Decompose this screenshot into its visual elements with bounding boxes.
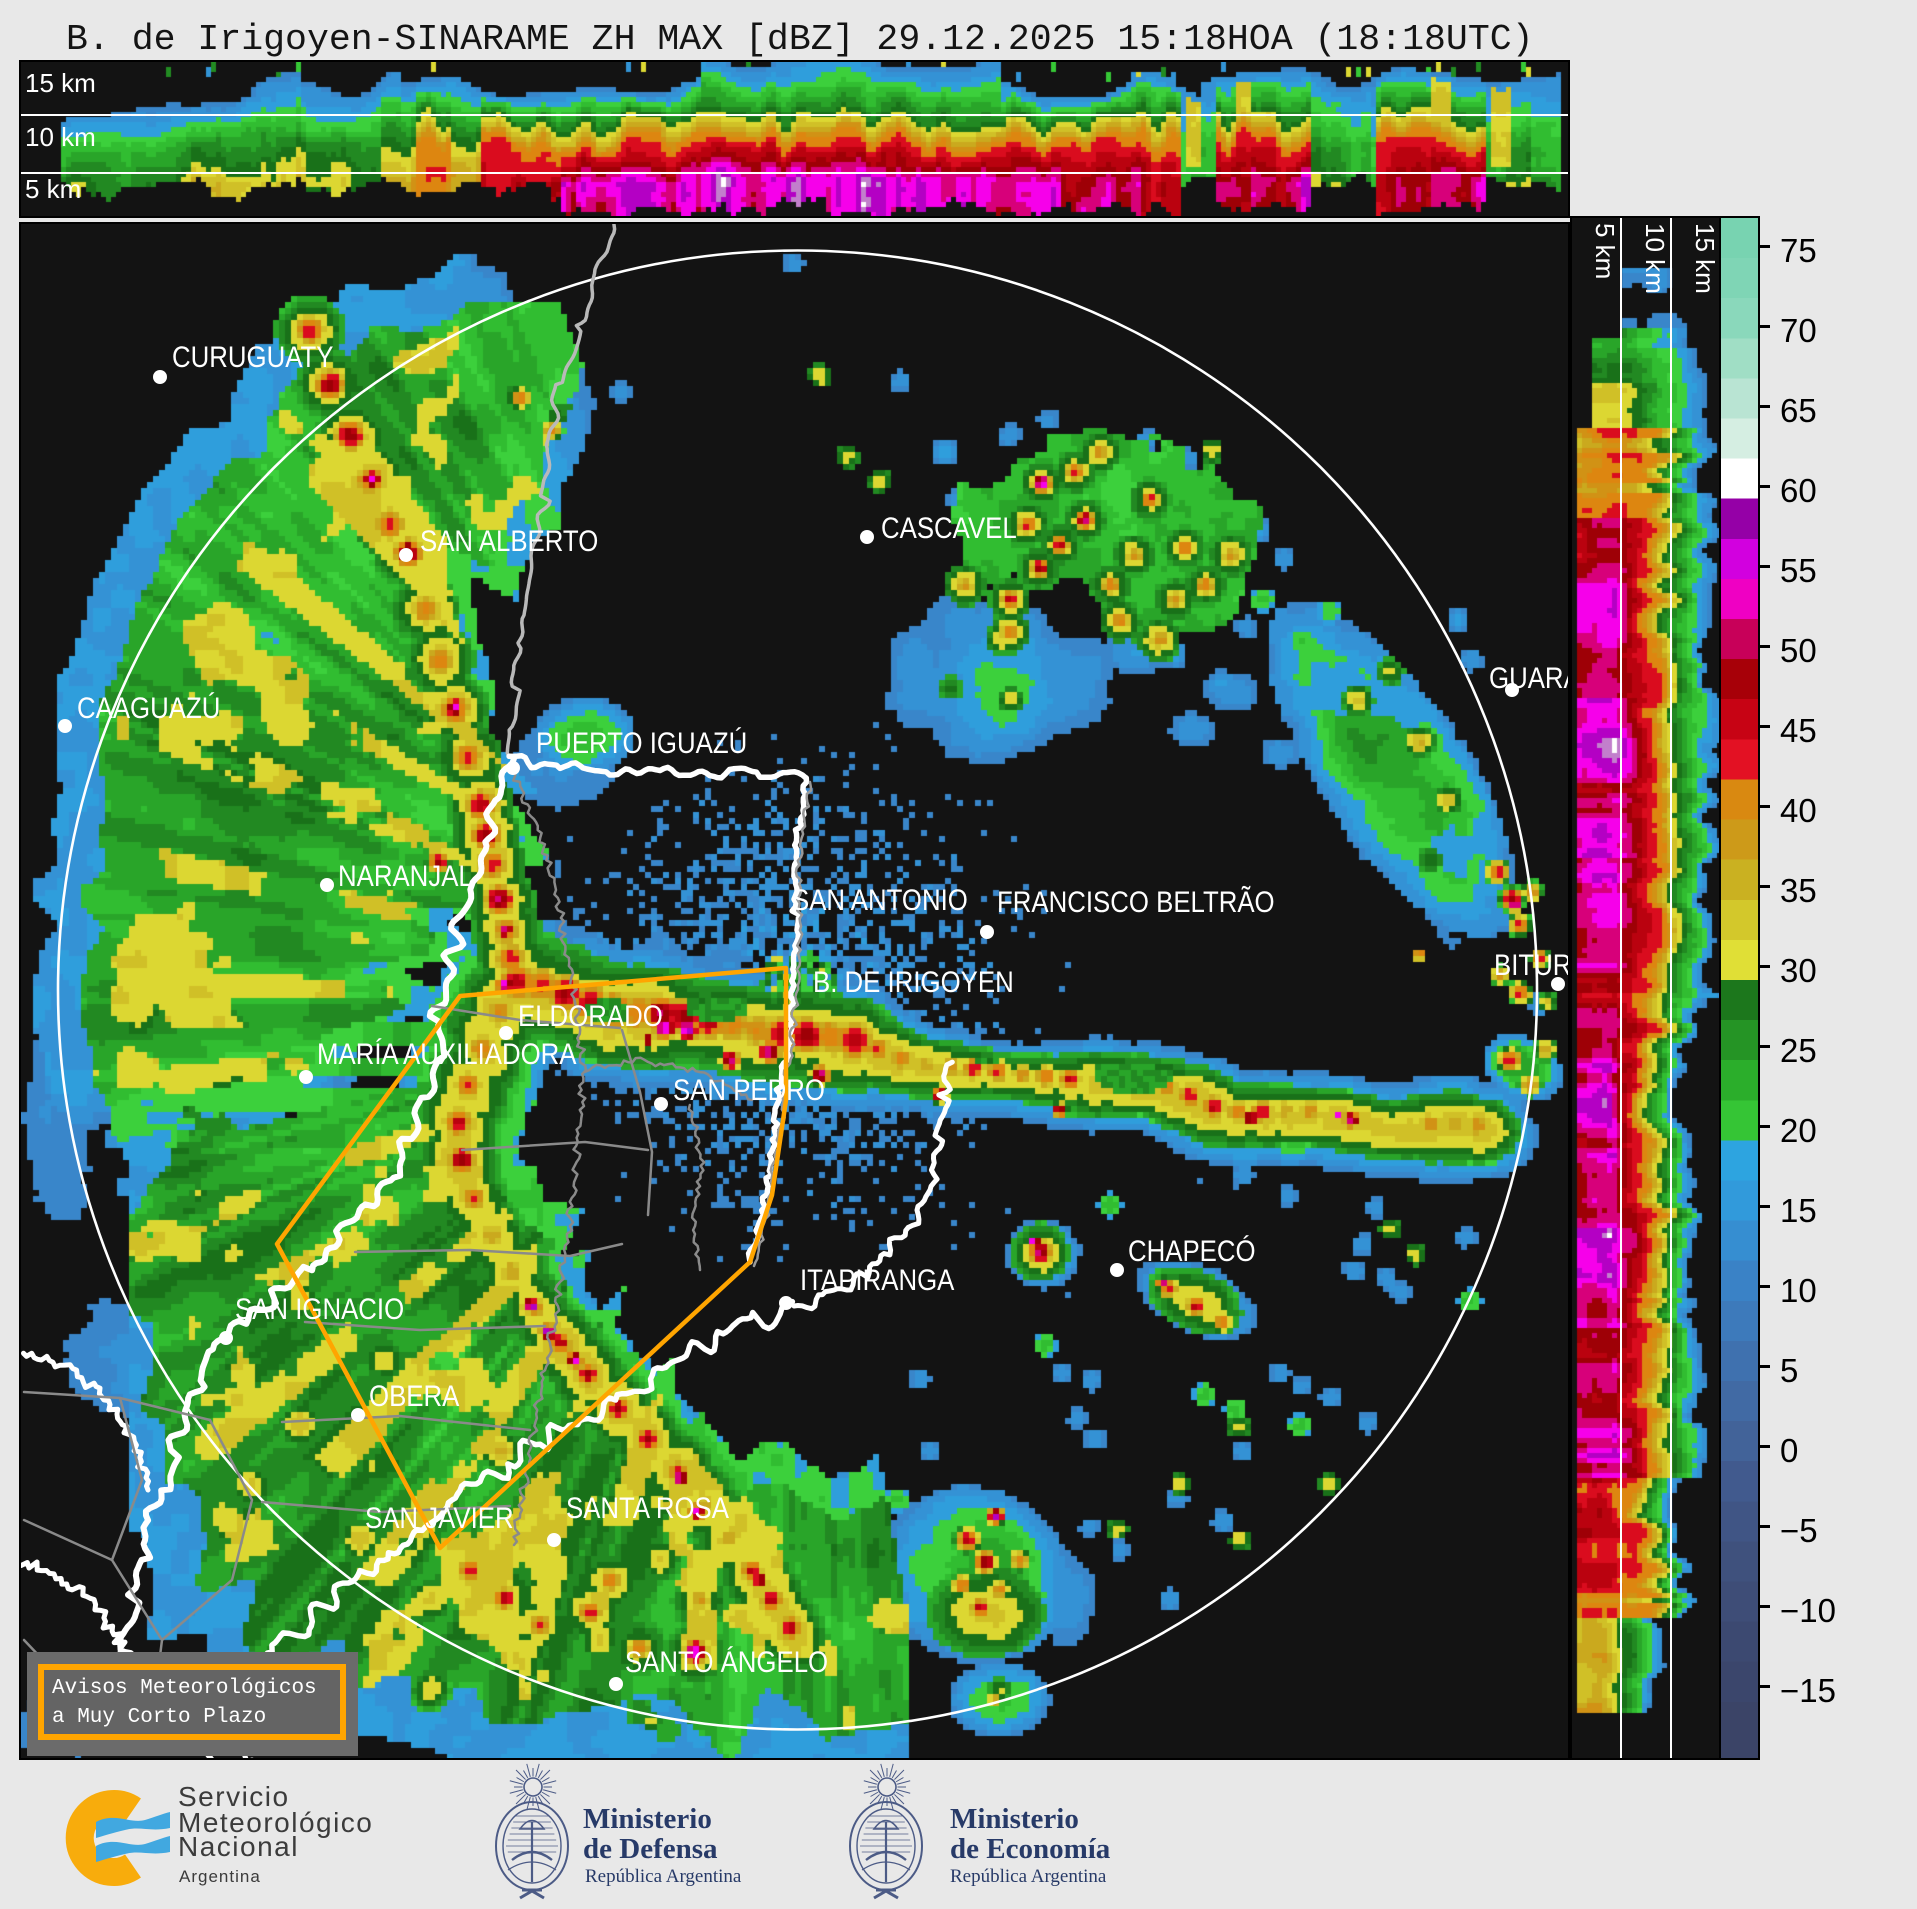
svg-text:Nacional: Nacional — [178, 1831, 299, 1862]
svg-text:República Argentina: República Argentina — [585, 1866, 742, 1887]
svg-text:Ministerio: Ministerio — [950, 1803, 1079, 1835]
svg-text:Argentina: Argentina — [179, 1867, 261, 1886]
svg-text:República Argentina: República Argentina — [950, 1866, 1107, 1887]
svg-text:de Economía: de Economía — [950, 1833, 1111, 1865]
svg-text:Servicio: Servicio — [178, 1781, 290, 1812]
svg-text:de Defensa: de Defensa — [583, 1833, 718, 1865]
svg-text:Ministerio: Ministerio — [583, 1803, 712, 1835]
svg-text:Meteorológico: Meteorológico — [178, 1807, 373, 1838]
